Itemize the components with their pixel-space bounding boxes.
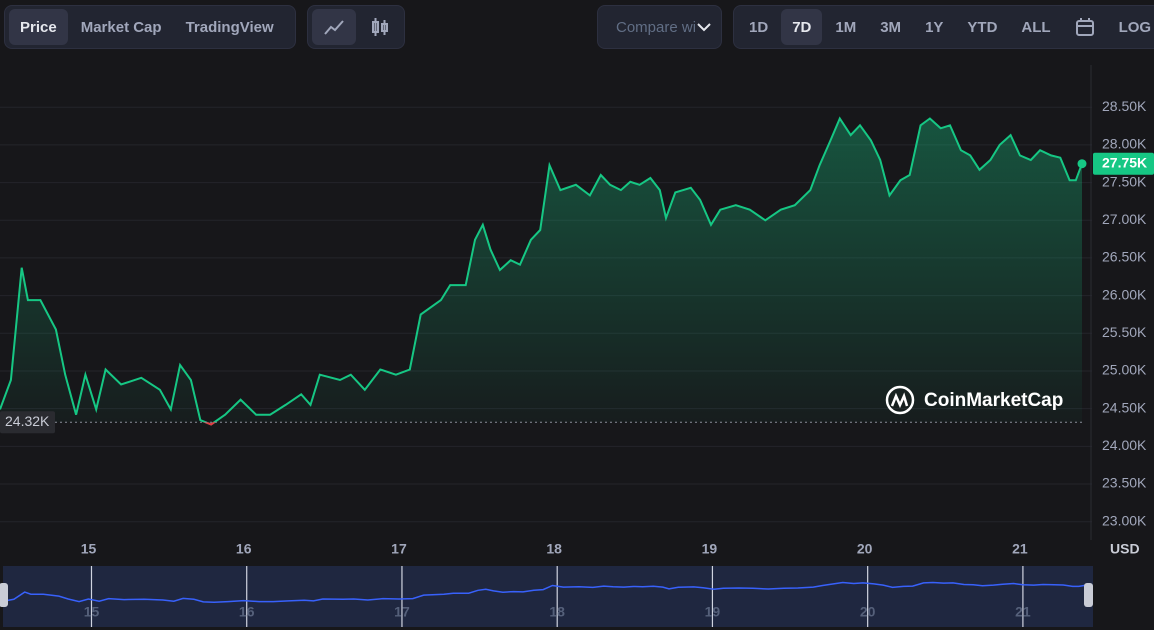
watermark-logo bbox=[885, 385, 915, 415]
tab[interactable]: TradingView bbox=[185, 18, 274, 36]
x-tick-label: 19 bbox=[702, 541, 718, 557]
y-tick-label: 23.50K bbox=[1102, 475, 1147, 491]
navigator-tick-label: 20 bbox=[860, 604, 876, 620]
y-tick-label: 24.50K bbox=[1102, 399, 1147, 415]
navigator-handle bbox=[1084, 583, 1093, 607]
y-tick-label: 26.00K bbox=[1102, 286, 1147, 302]
price-line-below bbox=[203, 422, 217, 426]
log-toggle[interactable]: LOG bbox=[1118, 18, 1152, 36]
calendar[interactable] bbox=[1064, 9, 1106, 45]
x-tick-label: 18 bbox=[546, 541, 562, 557]
y-tick-label: 27.50K bbox=[1102, 173, 1147, 189]
last-price-label: 27.75K bbox=[1102, 154, 1147, 170]
navigator-tick-label: 18 bbox=[549, 604, 565, 620]
line-type[interactable] bbox=[312, 9, 356, 45]
y-tick-label: 26.50K bbox=[1102, 249, 1147, 265]
last-price-tag bbox=[1093, 152, 1154, 175]
y-tick-label: 25.50K bbox=[1102, 324, 1147, 340]
y-tick-label: 25.00K bbox=[1102, 362, 1147, 378]
x-tick-label: 21 bbox=[1012, 541, 1028, 557]
navigator-tick-label: 21 bbox=[1015, 604, 1031, 620]
y-tick-label: 28.00K bbox=[1102, 136, 1147, 152]
range-button[interactable]: YTD bbox=[967, 18, 998, 36]
navigator bbox=[3, 566, 1093, 627]
navigator-tick-label: 15 bbox=[84, 604, 100, 620]
compare-label: Compare with bbox=[616, 18, 696, 36]
navigator-line bbox=[2, 581, 1086, 603]
tab[interactable]: Market Cap bbox=[80, 18, 162, 36]
navigator-tick-label: 17 bbox=[394, 604, 410, 620]
last-point bbox=[1077, 159, 1087, 169]
watermark: CoinMarketCap bbox=[885, 385, 1063, 415]
y-unit: USD bbox=[1110, 541, 1140, 557]
watermark-text: CoinMarketCap bbox=[924, 390, 1063, 411]
baseline-tag bbox=[0, 411, 55, 434]
view-tabs: Price Market Cap TradingView bbox=[4, 5, 296, 49]
chart-type bbox=[307, 5, 405, 49]
compare[interactable]: Compare with bbox=[597, 5, 722, 49]
y-tick-label: 28.50K bbox=[1102, 98, 1147, 114]
y-tick-label: 27.00K bbox=[1102, 211, 1147, 227]
price-line bbox=[0, 116, 1083, 426]
watermark-logo-m bbox=[890, 392, 909, 409]
navigator-tick-label: 16 bbox=[239, 604, 255, 620]
candle-type[interactable] bbox=[358, 9, 402, 45]
x-tick-label: 17 bbox=[391, 541, 407, 557]
range-button[interactable]: 7D bbox=[781, 9, 823, 45]
navigator-handle bbox=[0, 583, 8, 607]
range-button[interactable]: ALL bbox=[1021, 18, 1051, 36]
range-tabs: 1D 7D 1M 3M 1Y YTD ALL LOG bbox=[733, 5, 1154, 49]
tab[interactable]: Price bbox=[9, 9, 68, 45]
x-tick-label: 16 bbox=[236, 541, 252, 557]
area bbox=[0, 118, 1082, 425]
y-tick-label: 23.00K bbox=[1102, 512, 1147, 528]
range-button[interactable]: 3M bbox=[880, 18, 902, 36]
y-tick-label: 24.00K bbox=[1102, 437, 1147, 453]
navigator-tick-label: 19 bbox=[705, 604, 721, 620]
range-button[interactable]: 1D bbox=[749, 18, 769, 36]
baseline-label: 24.32K bbox=[5, 413, 50, 429]
x-tick-label: 15 bbox=[81, 541, 97, 557]
x-tick-label: 20 bbox=[857, 541, 873, 557]
range-button[interactable]: 1M bbox=[835, 18, 857, 36]
range-button[interactable]: 1Y bbox=[925, 18, 944, 36]
